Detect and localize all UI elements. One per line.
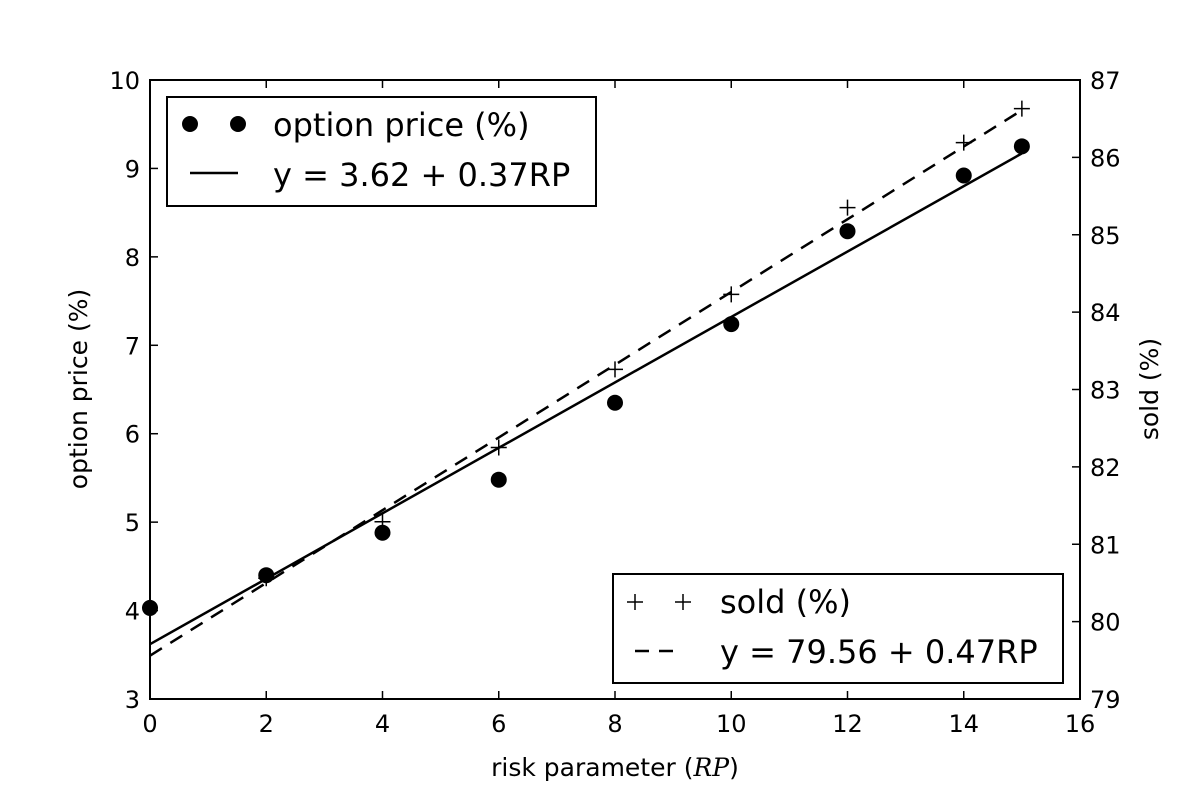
legend-marker-plus <box>627 594 643 610</box>
legend-top-left: option price (%) y = 3.62 + 0.37RP <box>166 96 597 207</box>
legend-marker-circle <box>182 116 198 132</box>
fit-line-sold <box>149 109 1023 657</box>
x-tick-label: 0 <box>142 710 157 738</box>
x-axis-title: risk parameter (RP) <box>491 753 739 782</box>
data-point-option-price <box>374 524 391 541</box>
y-right-tick-label: 87 <box>1090 67 1121 95</box>
y-left-tick-label: 4 <box>125 598 140 626</box>
y-axis-right-title: sold (%) <box>1135 338 1164 440</box>
data-point-option-price <box>1013 138 1030 155</box>
y-left-tick-label: 7 <box>125 332 140 360</box>
y-left-tick-label: 9 <box>125 155 140 183</box>
y-left-tick-label: 3 <box>125 686 140 714</box>
legend-marker-circle <box>230 116 246 132</box>
fit-line-option-price <box>149 152 1023 646</box>
data-markers <box>142 100 1030 616</box>
x-tick-label: 4 <box>375 710 390 738</box>
legend-label-sold: sold (%) <box>720 583 851 621</box>
data-point-sold <box>1013 100 1030 117</box>
data-point-sold <box>839 199 856 216</box>
x-tick-label: 6 <box>491 710 506 738</box>
axis-ticks: 0 2 4 6 8 10 12 14 16 3 4 5 6 7 8 9 10 79 80 81 82 83 84 85 86 87 <box>109 67 1120 738</box>
x-tick-label: 14 <box>948 710 979 738</box>
data-point-option-price <box>607 394 623 411</box>
y-right-tick-label: 82 <box>1090 454 1121 482</box>
x-tick-label: 12 <box>832 710 863 738</box>
x-tick-label: 2 <box>259 710 274 738</box>
y-right-tick-label: 79 <box>1090 686 1121 714</box>
data-point-option-price <box>955 167 972 184</box>
y-right-tick-label: 86 <box>1090 144 1121 172</box>
legend-label-option-price: option price (%) <box>273 106 530 144</box>
data-point-sold <box>607 361 623 378</box>
y-left-tick-label: 6 <box>125 421 140 449</box>
y-right-tick-label: 81 <box>1090 531 1121 559</box>
fit-lines <box>149 109 1023 657</box>
y-right-tick-label: 85 <box>1090 222 1121 250</box>
legend-marker-plus <box>675 594 691 610</box>
y-axis-left-title: option price (%) <box>64 289 93 489</box>
y-right-tick-label: 83 <box>1090 377 1121 405</box>
legend-label-fit-right: y = 79.56 + 0.47RP <box>720 633 1038 671</box>
y-right-tick-label: 84 <box>1090 299 1121 327</box>
data-point-option-price <box>839 223 856 240</box>
legend-box <box>166 96 597 207</box>
y-left-tick-label: 10 <box>109 67 140 95</box>
y-left-tick-label: 5 <box>125 509 140 537</box>
legend-box <box>612 573 1064 684</box>
data-point-sold <box>374 513 391 530</box>
y-right-tick-label: 80 <box>1090 609 1121 637</box>
data-point-sold <box>490 439 507 456</box>
x-tick-label: 16 <box>1065 710 1096 738</box>
x-tick-label: 10 <box>716 710 747 738</box>
data-point-option-price <box>490 471 507 488</box>
x-tick-label: 8 <box>607 710 622 738</box>
legend-label-fit-left: y = 3.62 + 0.37RP <box>273 156 570 194</box>
legend-bottom-right: sold (%) y = 79.56 + 0.47RP <box>612 573 1064 684</box>
data-point-sold <box>723 286 740 303</box>
data-point-sold <box>258 570 275 587</box>
data-point-sold <box>955 134 972 151</box>
data-point-option-price <box>723 316 740 333</box>
y-left-tick-label: 8 <box>125 244 140 272</box>
